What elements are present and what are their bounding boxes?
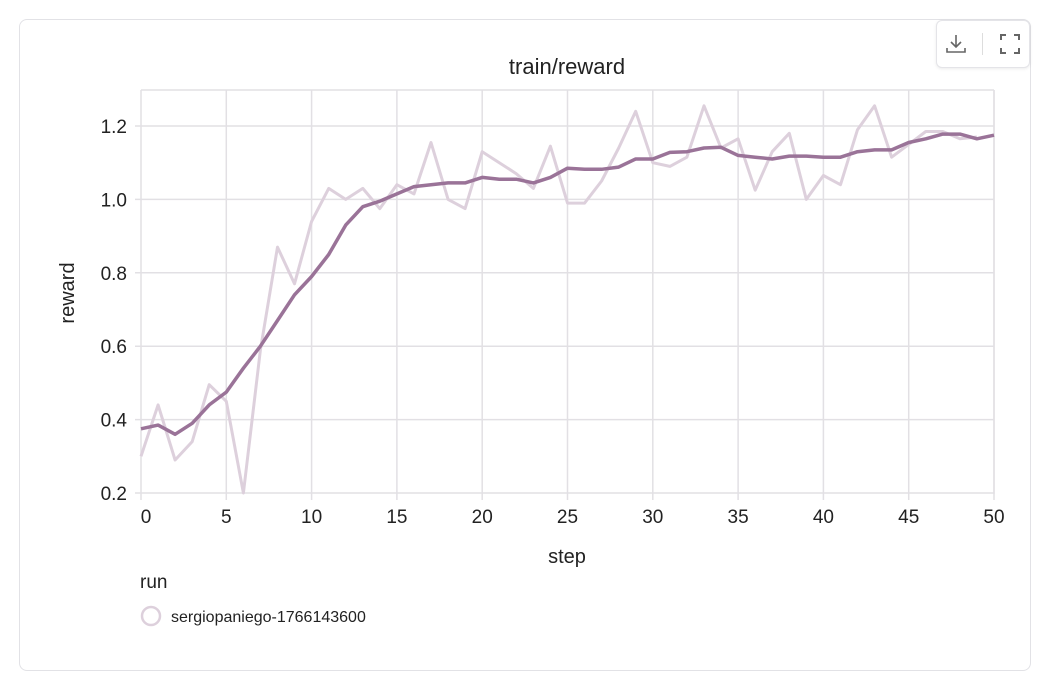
toolbar-divider bbox=[982, 33, 984, 55]
fullscreen-icon[interactable] bbox=[998, 32, 1022, 56]
chart-toolbar bbox=[936, 20, 1030, 68]
chart-card bbox=[19, 19, 1031, 671]
download-icon[interactable] bbox=[944, 32, 968, 56]
